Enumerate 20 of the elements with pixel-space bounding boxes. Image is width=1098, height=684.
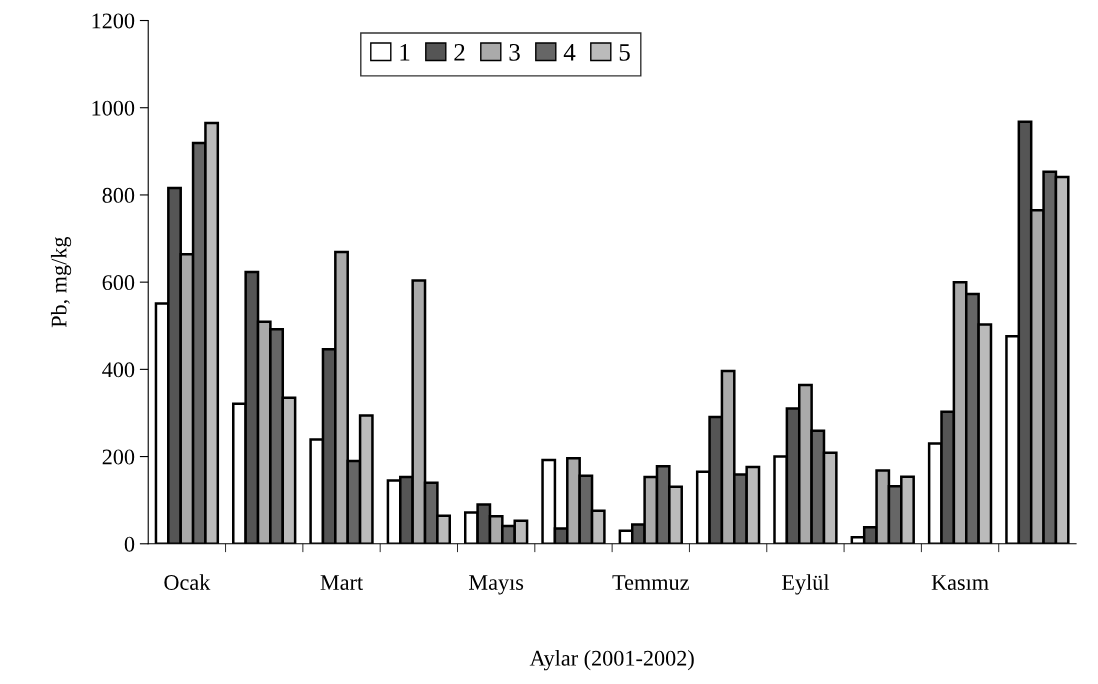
y-tick-label: 400 [102, 362, 135, 378]
y-tick-label: 1000 [92, 100, 135, 116]
x-tick-label: Eylül [782, 574, 830, 595]
x-tick-label: Mayıs [469, 575, 524, 595]
legend-label: 4 [563, 44, 576, 61]
x-axis-title: Aylar (2001-2002) [529, 650, 694, 671]
y-tick-label: 200 [102, 449, 135, 465]
y-tick-label: 800 [102, 187, 135, 203]
x-tick-label: Mart [320, 575, 363, 590]
legend-label: 3 [509, 43, 520, 61]
x-tick-label: Temmuz [612, 575, 689, 590]
y-axis-title: Pb, mg/kg [50, 236, 72, 328]
legend-label: 2 [454, 43, 465, 61]
y-tick-label: 0 [124, 536, 135, 552]
legend-label: 5 [619, 44, 630, 61]
y-tick-label: 1200 [92, 13, 135, 29]
x-tick-label: Kasım [931, 575, 989, 590]
legend-label: 1 [400, 44, 410, 61]
x-tick-label: Ocak [164, 574, 211, 590]
y-tick-label: 600 [102, 275, 135, 291]
